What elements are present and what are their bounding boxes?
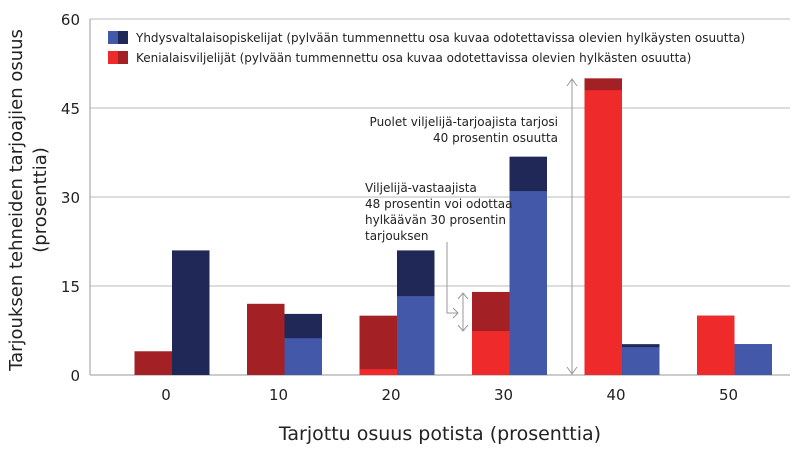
y-axis-label: Tarjouksen tehneiden tarjoajien osuus	[6, 29, 27, 372]
x-tick-label: 30	[494, 386, 513, 404]
bar-accepted	[622, 347, 660, 375]
annotation-text: 40 prosentin osuutta	[433, 131, 558, 145]
arrowhead	[566, 78, 578, 375]
arrowhead	[457, 292, 469, 332]
legend-label: Yhdysvaltalaisopiskelijat (pylvään tumme…	[135, 31, 745, 45]
y-tick-label: 60	[61, 11, 80, 29]
legend-swatch	[108, 31, 118, 44]
y-axis-label: (prosenttia)	[30, 147, 51, 253]
x-tick-label: 0	[161, 386, 171, 404]
y-tick-label: 45	[61, 100, 80, 118]
bar-accepted	[397, 296, 435, 375]
y-tick-label: 15	[61, 278, 80, 296]
bar-accepted	[509, 191, 547, 375]
bar-rejected	[247, 303, 285, 375]
y-tick-label: 0	[70, 367, 80, 385]
x-tick-label: 10	[269, 386, 288, 404]
annotation-text: Puolet viljelijä-tarjoajista tarjosi	[370, 115, 558, 129]
legend-swatch	[118, 51, 128, 64]
annotation-arrow	[446, 242, 459, 319]
legend-swatch	[118, 31, 128, 44]
x-tick-label: 20	[381, 386, 400, 404]
legend-label: Kenialaisviljelijät (pylvään tummennettu…	[136, 51, 691, 65]
annotation-text: 48 prosentin voi odottaa	[365, 197, 512, 211]
x-axis-label: Tarjottu osuus potista (prosenttia)	[278, 423, 601, 445]
bar-rejected	[134, 351, 172, 375]
bar-rejected	[172, 250, 210, 375]
bar-accepted	[284, 338, 322, 375]
bar-accepted	[472, 331, 510, 375]
annotation-text: Viljelijä-vastaajista	[365, 181, 477, 195]
bar-accepted	[734, 344, 772, 375]
annotation-text: tarjouksen	[365, 229, 428, 243]
x-tick-label: 40	[606, 386, 625, 404]
annotation-text: hylkäävän 30 prosentin	[365, 213, 506, 227]
bar-accepted	[697, 315, 735, 375]
x-tick-label: 50	[719, 386, 738, 404]
y-tick-label: 30	[61, 189, 80, 207]
bar-accepted	[584, 90, 622, 375]
legend-swatch	[108, 51, 118, 64]
bar-rejected	[359, 315, 397, 375]
bar-accepted	[359, 369, 397, 375]
